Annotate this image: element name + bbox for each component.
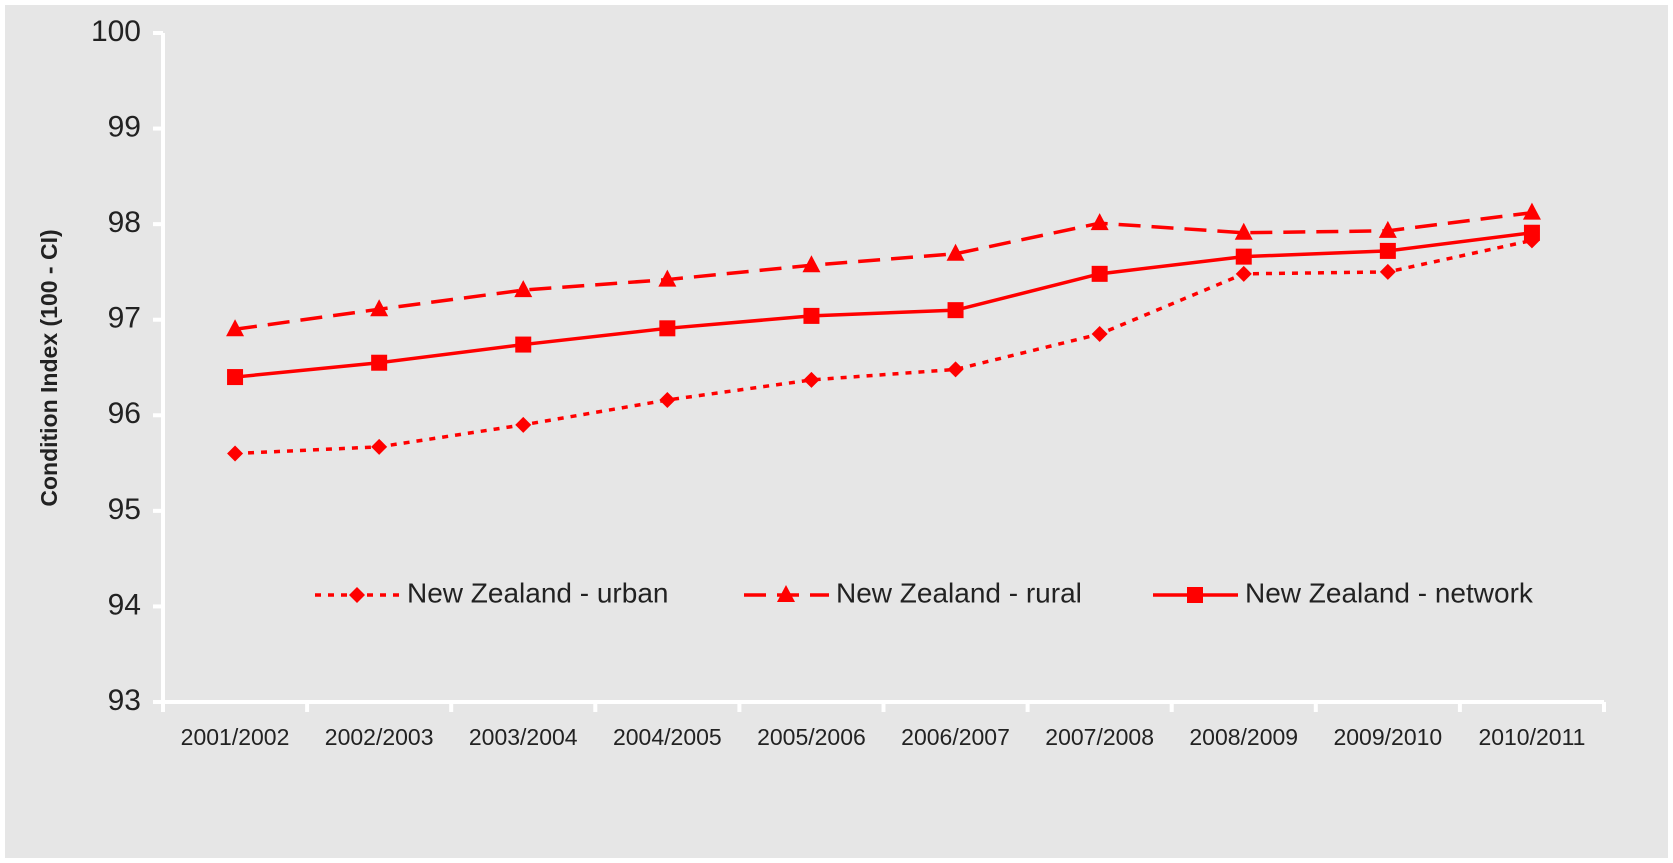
y-tick-label: 94 xyxy=(108,588,141,621)
marker xyxy=(803,307,820,324)
y-tick-label: 97 xyxy=(108,302,141,335)
marker xyxy=(515,336,532,353)
marker xyxy=(1091,326,1108,343)
marker xyxy=(802,255,821,273)
marker xyxy=(947,361,964,378)
marker xyxy=(515,416,532,433)
marker xyxy=(1523,224,1540,241)
x-tick-label: 2010/2011 xyxy=(1478,724,1585,750)
y-tick-label: 96 xyxy=(108,397,141,430)
marker xyxy=(1522,202,1541,220)
marker xyxy=(1379,263,1396,280)
y-tick-label: 95 xyxy=(108,493,141,526)
marker xyxy=(659,320,676,337)
marker xyxy=(227,369,244,386)
x-tick-label: 2006/2007 xyxy=(901,724,1010,750)
y-tick-label: 99 xyxy=(108,110,141,143)
marker xyxy=(1234,222,1253,240)
marker xyxy=(1379,242,1396,259)
marker xyxy=(1091,265,1108,282)
series-line xyxy=(234,210,1533,332)
marker xyxy=(777,585,795,602)
x-tick-label: 2003/2004 xyxy=(469,724,578,750)
marker xyxy=(658,269,677,287)
x-tick-label: 2002/2003 xyxy=(325,724,434,750)
x-tick-label: 2009/2010 xyxy=(1333,724,1442,750)
x-tick-label: 2008/2009 xyxy=(1189,724,1298,750)
marker xyxy=(946,243,965,261)
marker xyxy=(659,391,676,408)
marker xyxy=(1378,220,1397,238)
marker xyxy=(371,438,388,455)
marker xyxy=(349,587,365,603)
x-tick-label: 2004/2005 xyxy=(613,724,722,750)
plot-background xyxy=(5,5,1668,858)
y-tick-label: 98 xyxy=(108,206,141,239)
series-line xyxy=(234,238,1533,456)
legend-label: New Zealand - network xyxy=(1245,577,1534,608)
x-tick-label: 2005/2006 xyxy=(757,724,866,750)
y-axis-title: Condition Index (100 - CI) xyxy=(36,229,62,506)
marker xyxy=(371,354,388,371)
marker xyxy=(226,319,245,337)
marker xyxy=(1090,213,1109,231)
legend-label: New Zealand - rural xyxy=(836,577,1082,608)
marker xyxy=(1187,587,1203,603)
marker xyxy=(1235,248,1252,265)
marker xyxy=(803,371,820,388)
x-tick-label: 2007/2008 xyxy=(1045,724,1154,750)
marker xyxy=(514,280,533,298)
y-tick-label: 93 xyxy=(108,684,141,717)
y-tick-label: 100 xyxy=(91,15,141,48)
marker xyxy=(1235,265,1252,282)
marker xyxy=(227,445,244,462)
marker xyxy=(947,302,964,319)
series-line xyxy=(234,231,1533,379)
legend-label: New Zealand - urban xyxy=(407,577,668,608)
x-tick-label: 2001/2002 xyxy=(181,724,290,750)
marker xyxy=(370,299,389,317)
